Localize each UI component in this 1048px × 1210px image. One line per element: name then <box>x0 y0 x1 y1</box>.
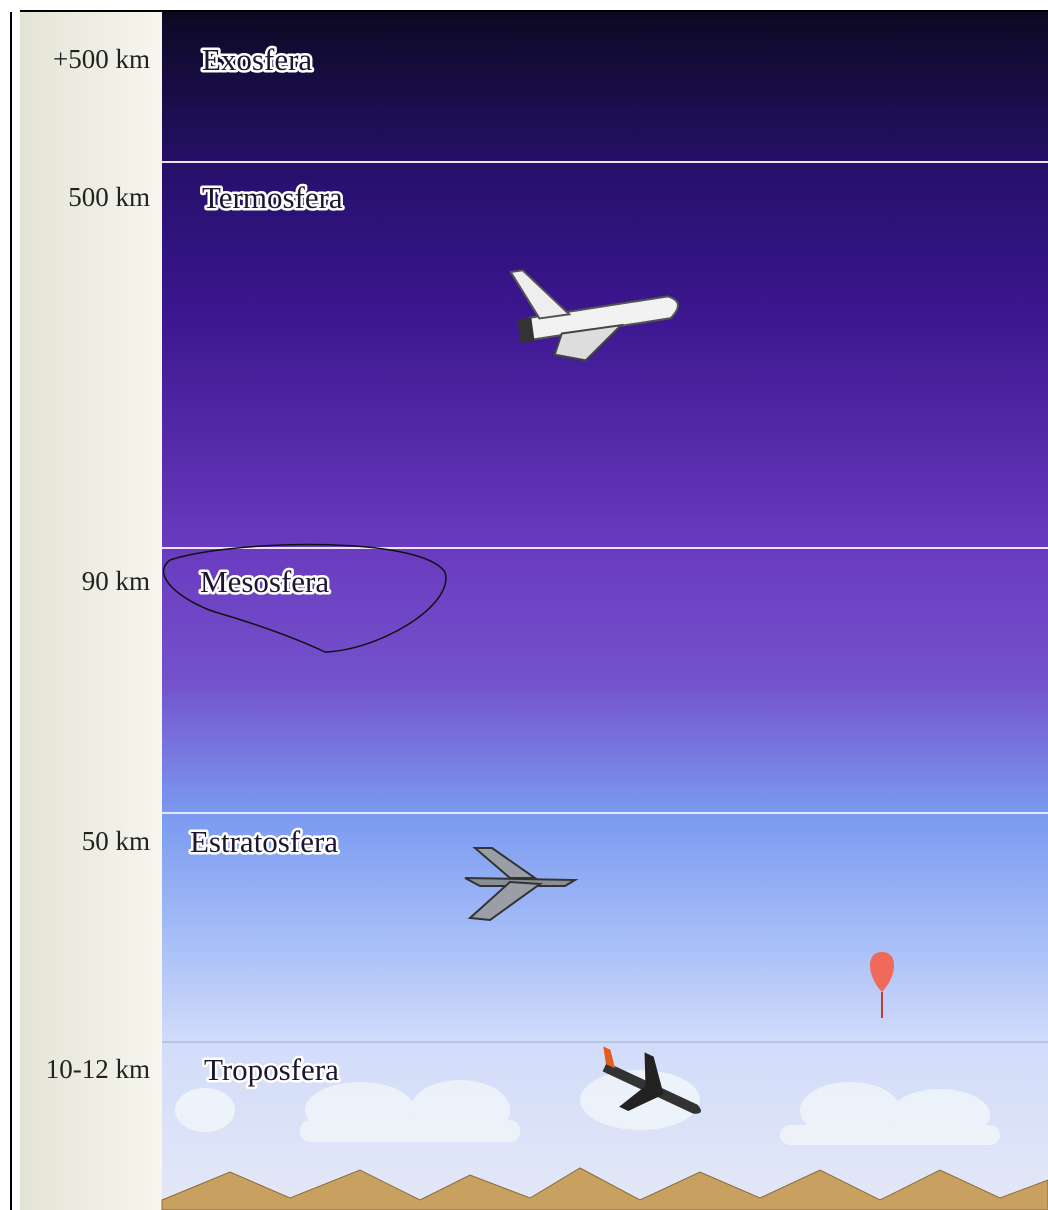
layer-name: Mesosfera <box>200 564 329 599</box>
altitude-label: +500 km <box>53 44 150 74</box>
altitude-label: 500 km <box>68 182 150 212</box>
layer-name: Estratosfera <box>190 824 338 859</box>
atmosphere-diagram: +500 km Exosfera 500 km Termosfera 90 km… <box>0 0 1048 1210</box>
layer-name: Troposfera <box>204 1052 339 1087</box>
altitude-label: 10-12 km <box>46 1054 150 1084</box>
altitude-label: 50 km <box>82 826 150 856</box>
altitude-label: 90 km <box>82 566 150 596</box>
layer-name: Exosfera <box>202 42 312 77</box>
layer-name: Termosfera <box>202 180 343 215</box>
